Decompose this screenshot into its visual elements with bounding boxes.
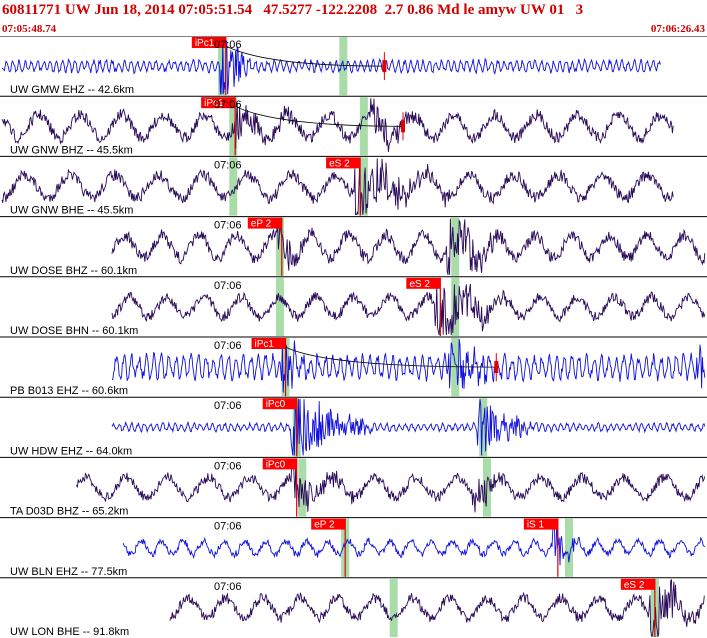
waveform [169, 578, 705, 638]
arrival-marker-body [382, 60, 387, 73]
time-marker: 07:06 [214, 340, 242, 352]
pick-label: iPc0 [266, 459, 286, 470]
event-title: 60811771 UW Jun 18, 2014 07:05:51.54 47.… [2, 2, 584, 18]
phase-window [275, 217, 284, 276]
channel-label: TA D03D BHZ -- 65.2km [10, 506, 128, 518]
channel-label: UW DOSE BHZ -- 60.1km [10, 265, 137, 277]
pick-flag [406, 277, 441, 289]
time-marker: 07:06 [214, 220, 242, 232]
pick-label: iPc1 [195, 38, 215, 49]
waveform [111, 218, 706, 275]
phase-window [359, 97, 368, 156]
channel-label: PB B013 EHZ -- 60.6km [10, 385, 128, 397]
time-marker: 07:06 [214, 521, 242, 533]
pick-flag [201, 97, 236, 109]
time-marker: 07:06 [214, 99, 242, 111]
phase-window [565, 518, 574, 577]
header: 60811771 UW Jun 18, 2014 07:05:51.54 47.… [0, 0, 707, 36]
amplitude-curve [285, 346, 497, 368]
channel-label: UW BLN EHZ -- 77.5km [10, 566, 127, 578]
channel-label: UW HDW EHZ -- 64.0km [10, 445, 132, 457]
pick-label: iPc1 [204, 98, 224, 109]
pick-label: iS 1 [527, 520, 545, 531]
amplitude-curve [234, 105, 404, 127]
arrival-marker-body [494, 361, 499, 374]
waveform [111, 283, 706, 336]
amplitude-curve [225, 45, 385, 67]
waveform [76, 459, 706, 513]
waveform [1, 158, 674, 216]
pick-flag [251, 338, 286, 349]
channel-label: UW GNW BHE -- 45.5km [10, 205, 133, 217]
pick-flag [247, 217, 282, 229]
pick-label: eS 2 [409, 279, 430, 290]
channel-label: UW DOSE BHN -- 60.1km [10, 325, 138, 337]
phase-window [229, 97, 238, 156]
time-marker: 07:06 [214, 400, 242, 412]
channel-label: UW LON BHE -- 91.8km [10, 626, 129, 638]
waveform [111, 338, 706, 393]
channel-label: UW GNW BHZ -- 45.5km [10, 144, 133, 156]
pick-flag [191, 37, 226, 48]
time-marker: 07:06 [214, 581, 242, 593]
pick-label: eP 2 [314, 520, 335, 531]
pick-flag [326, 157, 361, 169]
pick-label: iPc0 [266, 399, 286, 410]
pick-label: eS 2 [329, 158, 350, 169]
phase-window [479, 398, 488, 457]
pick-flag [262, 398, 297, 410]
phase-window [275, 277, 284, 336]
phase-window [229, 157, 238, 216]
pick-flag [523, 518, 558, 530]
time-marker: 07:06 [214, 280, 242, 292]
pick-label: eP 2 [251, 219, 272, 230]
waveform [111, 399, 706, 456]
pick-flag [262, 458, 297, 470]
phase-window [389, 578, 398, 637]
end-time: 07:06:26.43 [650, 23, 705, 35]
channel-label: UW GMW EHZ -- 42.6km [10, 84, 134, 96]
waveform [122, 520, 706, 566]
pick-label: iPc1 [255, 339, 275, 350]
time-marker: 07:06 [214, 159, 242, 171]
pick-label: eS 2 [624, 580, 645, 591]
start-time: 07:05:48.74 [2, 23, 57, 35]
arrival-marker-body [401, 120, 406, 133]
pick-flag [620, 578, 655, 590]
time-marker: 07:06 [214, 460, 242, 472]
waveform [1, 37, 661, 95]
time-marker: 07:06 [214, 39, 242, 51]
pick-flag [311, 518, 346, 530]
